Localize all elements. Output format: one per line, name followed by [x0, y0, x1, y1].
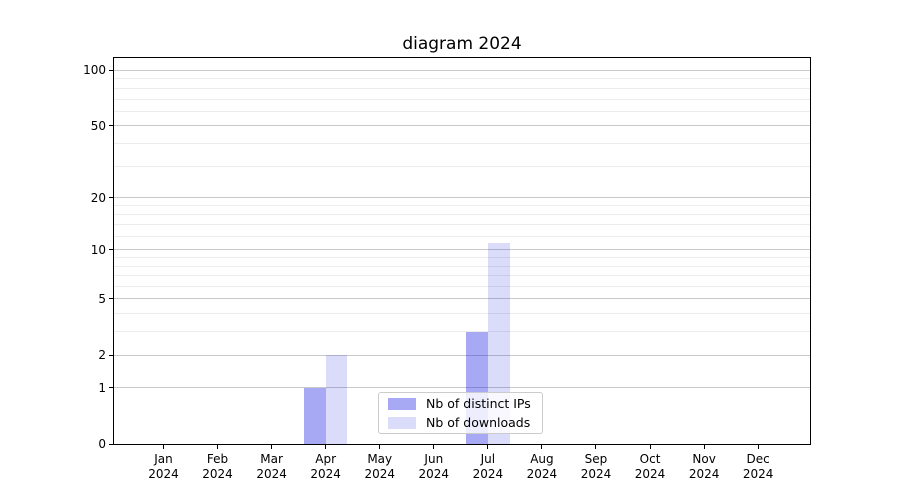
gridline-minor-6: [114, 286, 810, 288]
gridline-minor-60: [114, 110, 810, 112]
x-tick-month: Feb: [206, 452, 229, 466]
x-tick-7: [541, 445, 543, 449]
gridline-minor-7: [114, 275, 810, 277]
y-tick-100: [109, 69, 113, 71]
gridline-major-10: [114, 249, 810, 251]
gridline-minor-40: [114, 142, 810, 144]
gridline-major-50: [114, 125, 810, 127]
y-tick-label-1: 1: [98, 380, 106, 395]
legend-row-downloads: Nb of downloads: [388, 415, 533, 430]
gridline-minor-14: [114, 224, 810, 226]
x-tick-label-11: Dec 2024: [730, 452, 786, 482]
x-tick-5: [433, 445, 435, 449]
y-tick-0: [109, 443, 113, 445]
gridline-minor-80: [114, 87, 810, 89]
y-tick-label-0: 0: [98, 437, 106, 451]
x-tick-year: 2024: [256, 467, 287, 481]
x-tick-8: [595, 445, 597, 449]
x-tick-month: Jun: [424, 452, 444, 466]
y-tick-5: [109, 298, 113, 300]
bar-ips-apr-2024: [303, 387, 326, 444]
gridline-major-2: [114, 354, 810, 356]
y-tick-label-5: 5: [98, 291, 106, 306]
legend-row-distinct-ips: Nb of distinct IPs: [388, 396, 533, 411]
gridline-minor-70: [114, 98, 810, 100]
y-tick-1: [109, 387, 113, 389]
x-tick-month: Apr: [315, 452, 337, 466]
x-tick-label-8: Sep 2024: [568, 452, 624, 482]
gridline-minor-16: [114, 214, 810, 216]
gridline-minor-12: [114, 235, 810, 237]
x-tick-11: [757, 445, 759, 449]
x-tick-year: 2024: [472, 467, 504, 481]
x-tick-label-4: May 2024: [352, 452, 408, 482]
x-tick-month: Nov: [692, 452, 716, 466]
gridline-minor-30: [114, 165, 810, 167]
gridline-major-20: [114, 197, 810, 199]
x-tick-label-7: Aug 2024: [514, 452, 570, 482]
x-tick-label-6: Jul 2024: [460, 452, 516, 482]
gridline-minor-8: [114, 265, 810, 267]
y-tick-50: [109, 125, 113, 127]
x-tick-label-10: Nov 2024: [676, 452, 732, 482]
y-tick-label-50: 50: [90, 118, 106, 133]
x-tick-label-5: Jun 2024: [406, 452, 462, 482]
legend-label-downloads: Nb of downloads: [426, 415, 531, 430]
x-tick-year: 2024: [202, 467, 233, 481]
x-tick-label-9: Oct 2024: [622, 452, 678, 482]
x-tick-month: Dec: [746, 452, 770, 466]
x-tick-4: [379, 445, 381, 449]
gridline-major-1: [114, 387, 810, 389]
x-tick-month: Mar: [260, 452, 283, 466]
legend-swatch-downloads-icon: [388, 416, 416, 429]
x-tick-2: [271, 445, 273, 449]
x-tick-label-2: Mar 2024: [244, 452, 300, 482]
x-tick-month: May: [367, 452, 393, 466]
gridline-major-5: [114, 298, 810, 300]
x-tick-year: 2024: [310, 467, 341, 481]
bar-downloads-apr-2024: [325, 355, 348, 444]
x-tick-month: Aug: [530, 452, 554, 466]
x-tick-label-0: Jan 2024: [136, 452, 192, 482]
gridline-major-100: [114, 69, 810, 71]
x-tick-3: [325, 445, 327, 449]
chart-title: diagram 2024: [402, 34, 522, 54]
y-tick-20: [109, 197, 113, 199]
y-tick-2: [109, 354, 113, 356]
y-tick-label-20: 20: [90, 190, 106, 205]
x-tick-10: [703, 445, 705, 449]
legend-swatch-distinct-ips-icon: [388, 397, 416, 410]
x-tick-year: 2024: [418, 467, 450, 481]
x-tick-9: [649, 445, 651, 449]
gridline-minor-90: [114, 78, 810, 80]
y-tick-label-100: 100: [83, 63, 106, 78]
x-tick-month: Jan: [154, 452, 173, 466]
gridline-minor-9: [114, 257, 810, 259]
x-tick-month: Jul: [480, 452, 496, 466]
x-tick-year: 2024: [688, 467, 720, 481]
legend: Nb of distinct IPs Nb of downloads: [378, 392, 543, 434]
x-tick-month: Sep: [584, 452, 608, 466]
x-tick-label-3: Apr 2024: [298, 452, 354, 482]
x-tick-year: 2024: [742, 467, 774, 481]
gridline-minor-3: [114, 331, 810, 333]
x-tick-year: 2024: [364, 467, 395, 481]
x-tick-year: 2024: [580, 467, 612, 481]
x-tick-label-1: Feb 2024: [190, 452, 246, 482]
y-tick-label-10: 10: [90, 242, 106, 257]
legend-label-distinct-ips: Nb of distinct IPs: [426, 396, 531, 411]
x-tick-0: [163, 445, 164, 449]
x-tick-month: Oct: [639, 452, 661, 466]
gridline-minor-18: [114, 205, 810, 207]
plot-area: [113, 57, 811, 445]
x-tick-6: [487, 445, 489, 449]
y-tick-10: [109, 249, 113, 251]
gridline-minor-4: [114, 313, 810, 315]
y-tick-label-2: 2: [98, 348, 106, 363]
x-tick-1: [217, 445, 219, 449]
x-tick-year: 2024: [148, 467, 179, 481]
x-tick-year: 2024: [526, 467, 558, 481]
x-tick-year: 2024: [634, 467, 666, 481]
